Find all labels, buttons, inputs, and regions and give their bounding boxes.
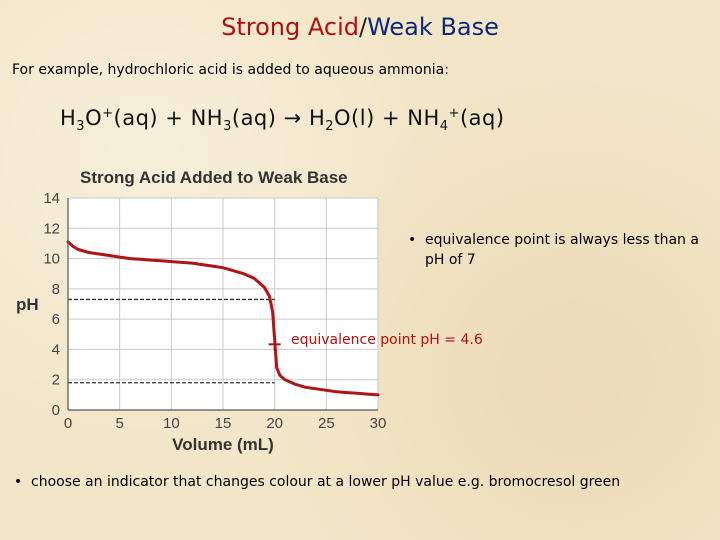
y-tick-label: 8 bbox=[52, 281, 60, 298]
product-1-b: O(l) bbox=[334, 106, 375, 130]
example-text: For example, hydrochloric acid is added … bbox=[12, 62, 449, 78]
title-weak-base: Weak Base bbox=[367, 13, 499, 41]
reactant-1-state: (aq) bbox=[113, 106, 159, 130]
x-tick-label: 25 bbox=[318, 415, 335, 432]
x-axis-label: Volume (mL) bbox=[172, 435, 274, 454]
reactant-1-charge: + bbox=[102, 106, 114, 121]
product-2-state: (aq) bbox=[459, 106, 505, 130]
reactant-2: NH bbox=[190, 106, 224, 130]
x-tick-label: 10 bbox=[163, 415, 180, 432]
reactant-2-subscript: 3 bbox=[223, 119, 232, 135]
reactant-2-state: (aq) bbox=[231, 106, 277, 130]
reaction-arrow: → bbox=[283, 106, 302, 130]
title-strong-acid: Strong Acid bbox=[221, 13, 359, 41]
x-tick-label: 0 bbox=[64, 415, 72, 432]
bullet-equivalence-text: equivalence point is always less than a … bbox=[425, 232, 699, 268]
y-tick-label: 4 bbox=[52, 341, 60, 358]
y-tick-label: 10 bbox=[43, 251, 60, 268]
chart-axes bbox=[67, 198, 378, 411]
titration-curve-line bbox=[66, 240, 380, 397]
y-tick-labels: 0 2 4 6 8 10 12 14 bbox=[43, 190, 60, 419]
titration-curve bbox=[66, 240, 380, 397]
product-1-subscript: 2 bbox=[325, 119, 335, 135]
y-axis-label: pH bbox=[16, 295, 39, 314]
titration-chart: 0 5 10 15 20 25 30 0 2 4 6 8 10 12 14 Strong Acid Add… bbox=[16, 168, 387, 454]
reactant-1: H bbox=[60, 106, 77, 130]
plus-sign-1: + bbox=[165, 106, 184, 130]
chemical-equation: H3O+(aq) + NH3(aq) → H2O(l) + NH4+(aq) bbox=[60, 106, 505, 134]
reference-lines bbox=[68, 298, 275, 384]
y-tick-label: 6 bbox=[52, 311, 60, 328]
reactant-1-subscript: 3 bbox=[76, 119, 86, 135]
product-2-subscript: 4 bbox=[439, 119, 449, 135]
chart-title: Strong Acid Added to Weak Base bbox=[80, 168, 348, 187]
x-tick-label: 20 bbox=[266, 415, 283, 432]
x-tick-labels: 0 5 10 15 20 25 30 bbox=[64, 415, 387, 432]
bullet-indicator: • choose an indicator that changes colou… bbox=[14, 472, 704, 493]
title-separator: / bbox=[358, 13, 368, 41]
x-tick-label: 30 bbox=[370, 415, 387, 432]
reactant-1-b: O bbox=[85, 106, 103, 130]
bullet-dot: • bbox=[408, 232, 417, 248]
product-2-charge: + bbox=[448, 106, 460, 121]
bullet-dot: • bbox=[14, 474, 23, 490]
y-tick-label: 2 bbox=[52, 372, 60, 389]
bullet-equivalence: • equivalence point is always less than … bbox=[408, 230, 708, 270]
x-tick-label: 15 bbox=[215, 415, 232, 432]
equivalence-marker bbox=[268, 338, 281, 351]
x-tick-label: 5 bbox=[115, 415, 123, 432]
bullet-indicator-text: choose an indicator that changes colour … bbox=[31, 474, 621, 490]
product-2: NH bbox=[407, 106, 440, 130]
plus-sign-2: + bbox=[381, 106, 401, 130]
equivalence-point-label: equivalence point pH = 4.6 bbox=[291, 332, 483, 348]
y-tick-label: 14 bbox=[43, 190, 60, 207]
slide-title: Strong Acid/Weak Base bbox=[0, 12, 720, 42]
product-1: H bbox=[308, 106, 326, 130]
y-tick-label: 12 bbox=[43, 220, 60, 237]
y-tick-label: 0 bbox=[52, 402, 60, 419]
